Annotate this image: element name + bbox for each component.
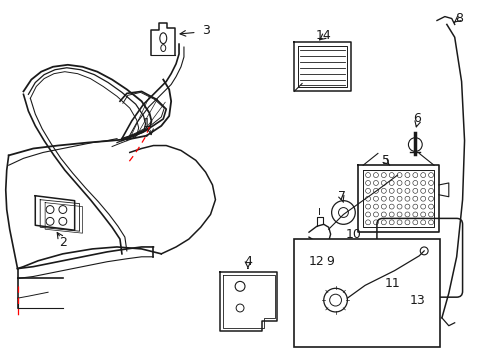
- Text: 6: 6: [412, 112, 420, 125]
- Text: 4: 4: [244, 255, 251, 268]
- Text: 1: 1: [142, 117, 150, 130]
- Text: 10: 10: [345, 228, 361, 240]
- Text: 13: 13: [408, 294, 424, 307]
- Text: 3: 3: [201, 24, 209, 37]
- Text: 7: 7: [338, 190, 346, 203]
- Text: 2: 2: [59, 235, 67, 248]
- Text: 9: 9: [326, 255, 334, 268]
- Text: 5: 5: [381, 154, 389, 167]
- Bar: [294, 239, 439, 347]
- Text: 8: 8: [454, 12, 462, 25]
- Text: 11: 11: [384, 277, 400, 290]
- Text: 12: 12: [308, 255, 324, 268]
- Text: 14: 14: [315, 29, 331, 42]
